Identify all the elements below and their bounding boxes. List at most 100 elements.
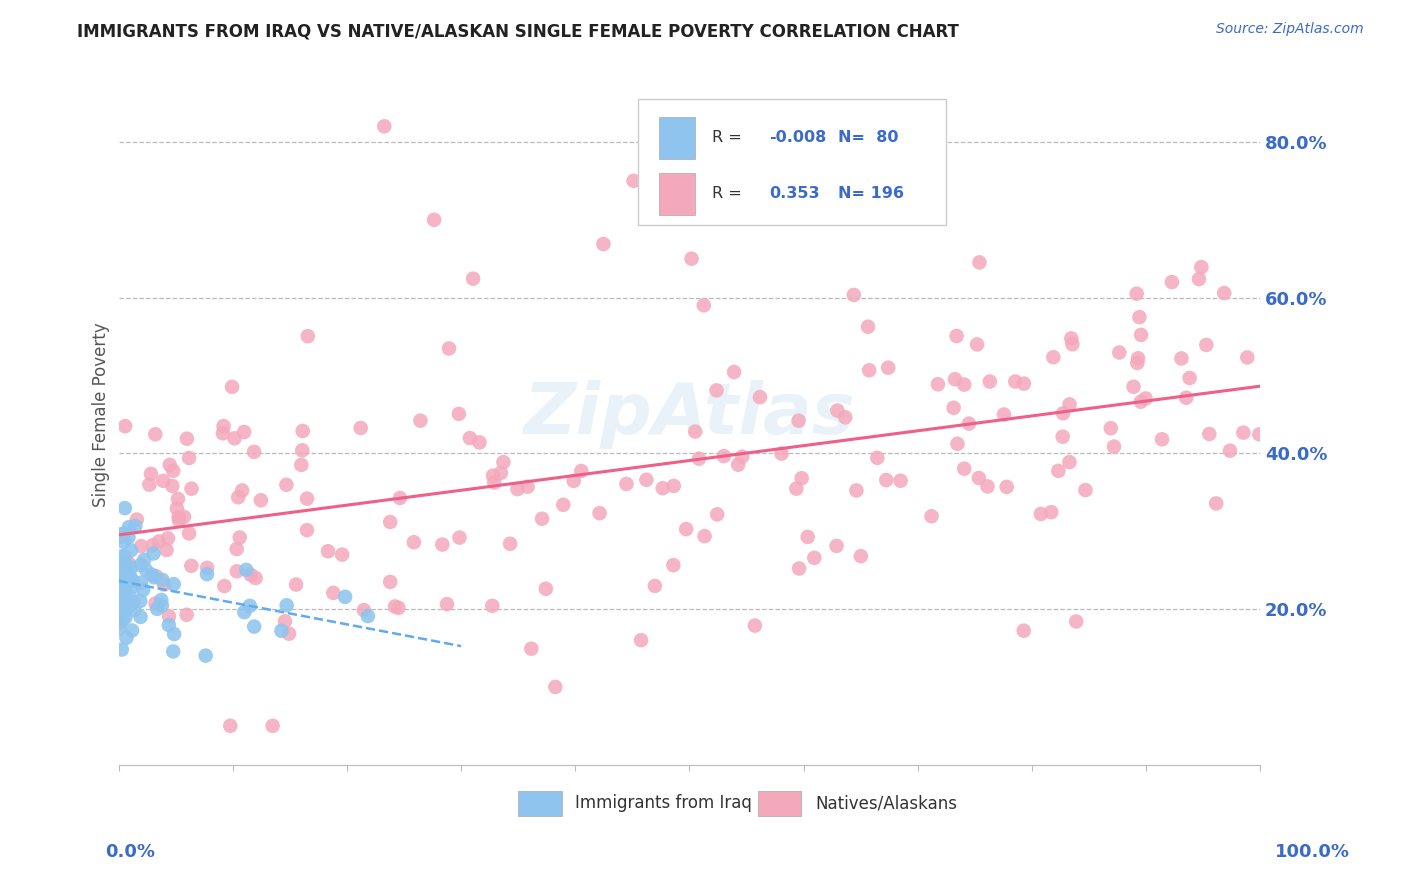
Point bbox=[229, 531, 252, 545]
Point bbox=[333, 590, 356, 604]
Point bbox=[875, 473, 897, 487]
Point bbox=[120, 560, 142, 574]
Point bbox=[953, 377, 976, 392]
Point bbox=[290, 458, 312, 472]
Point bbox=[167, 510, 190, 524]
Point bbox=[295, 491, 318, 506]
Point bbox=[1059, 397, 1081, 411]
Point bbox=[1052, 430, 1074, 444]
Point bbox=[858, 363, 880, 377]
Point bbox=[231, 483, 253, 498]
Point bbox=[117, 600, 139, 615]
Point bbox=[114, 582, 136, 597]
Point bbox=[124, 519, 146, 533]
Point bbox=[588, 506, 610, 520]
Point bbox=[423, 212, 446, 227]
Point bbox=[114, 501, 136, 516]
Point bbox=[285, 577, 308, 591]
Point bbox=[787, 561, 810, 575]
Point bbox=[1012, 376, 1035, 391]
Point bbox=[155, 543, 177, 558]
Point bbox=[274, 615, 297, 629]
Point bbox=[108, 615, 131, 630]
Point bbox=[803, 550, 825, 565]
Point bbox=[1130, 327, 1153, 342]
Point bbox=[150, 599, 173, 613]
Point bbox=[224, 431, 246, 445]
Point bbox=[114, 567, 136, 582]
Point bbox=[1062, 337, 1084, 351]
Point bbox=[1099, 421, 1122, 435]
Point bbox=[1126, 356, 1149, 370]
Point bbox=[233, 425, 256, 439]
Point bbox=[651, 481, 673, 495]
Point bbox=[129, 575, 152, 590]
Point bbox=[1040, 505, 1063, 519]
Point bbox=[1128, 310, 1150, 325]
Point bbox=[239, 599, 262, 613]
Point bbox=[129, 558, 152, 572]
Point bbox=[108, 622, 131, 636]
Point bbox=[177, 450, 200, 465]
Point bbox=[373, 120, 395, 134]
Point bbox=[1052, 406, 1074, 420]
FancyBboxPatch shape bbox=[638, 99, 946, 225]
Point bbox=[402, 535, 425, 549]
Point bbox=[350, 421, 373, 435]
Point bbox=[108, 576, 131, 591]
Point bbox=[114, 592, 136, 607]
Point bbox=[173, 509, 195, 524]
Point bbox=[1189, 260, 1212, 274]
Point bbox=[723, 365, 745, 379]
Point bbox=[118, 574, 141, 589]
Point bbox=[1060, 331, 1083, 345]
Point bbox=[115, 563, 138, 577]
Point bbox=[461, 271, 484, 285]
Point bbox=[111, 642, 134, 657]
Point bbox=[693, 298, 716, 312]
Point bbox=[1188, 272, 1211, 286]
Point bbox=[1205, 496, 1227, 510]
Point bbox=[243, 619, 266, 633]
Point bbox=[120, 543, 142, 558]
Point bbox=[1047, 464, 1070, 478]
Point bbox=[945, 329, 967, 343]
Point bbox=[790, 471, 813, 485]
Point bbox=[492, 455, 515, 469]
Point bbox=[825, 539, 848, 553]
Point bbox=[957, 417, 980, 431]
Point bbox=[889, 474, 911, 488]
Point bbox=[146, 602, 169, 616]
Point bbox=[112, 601, 135, 615]
Text: ZipAtlas: ZipAtlas bbox=[523, 380, 855, 449]
Point bbox=[481, 599, 503, 613]
Point bbox=[979, 375, 1001, 389]
FancyBboxPatch shape bbox=[658, 117, 695, 159]
Point bbox=[150, 593, 173, 607]
Point bbox=[111, 549, 134, 563]
Point bbox=[387, 600, 409, 615]
Point bbox=[110, 527, 132, 541]
Point bbox=[120, 591, 142, 605]
Point bbox=[706, 384, 728, 398]
Point bbox=[141, 538, 163, 552]
Point bbox=[110, 530, 132, 544]
Text: R =: R = bbox=[713, 186, 747, 202]
Point bbox=[1170, 351, 1192, 366]
Point bbox=[121, 624, 143, 638]
Point bbox=[118, 520, 141, 534]
Point bbox=[1108, 345, 1130, 359]
Text: 0.353: 0.353 bbox=[769, 186, 820, 202]
Point bbox=[681, 252, 703, 266]
Point bbox=[226, 490, 249, 504]
Point bbox=[432, 537, 454, 551]
Point bbox=[569, 464, 592, 478]
Point bbox=[114, 597, 136, 611]
Point bbox=[353, 603, 375, 617]
Point bbox=[449, 531, 471, 545]
Point bbox=[115, 566, 138, 581]
Point bbox=[129, 594, 152, 608]
Point bbox=[966, 337, 988, 351]
Point bbox=[176, 432, 198, 446]
Point bbox=[1059, 455, 1081, 469]
